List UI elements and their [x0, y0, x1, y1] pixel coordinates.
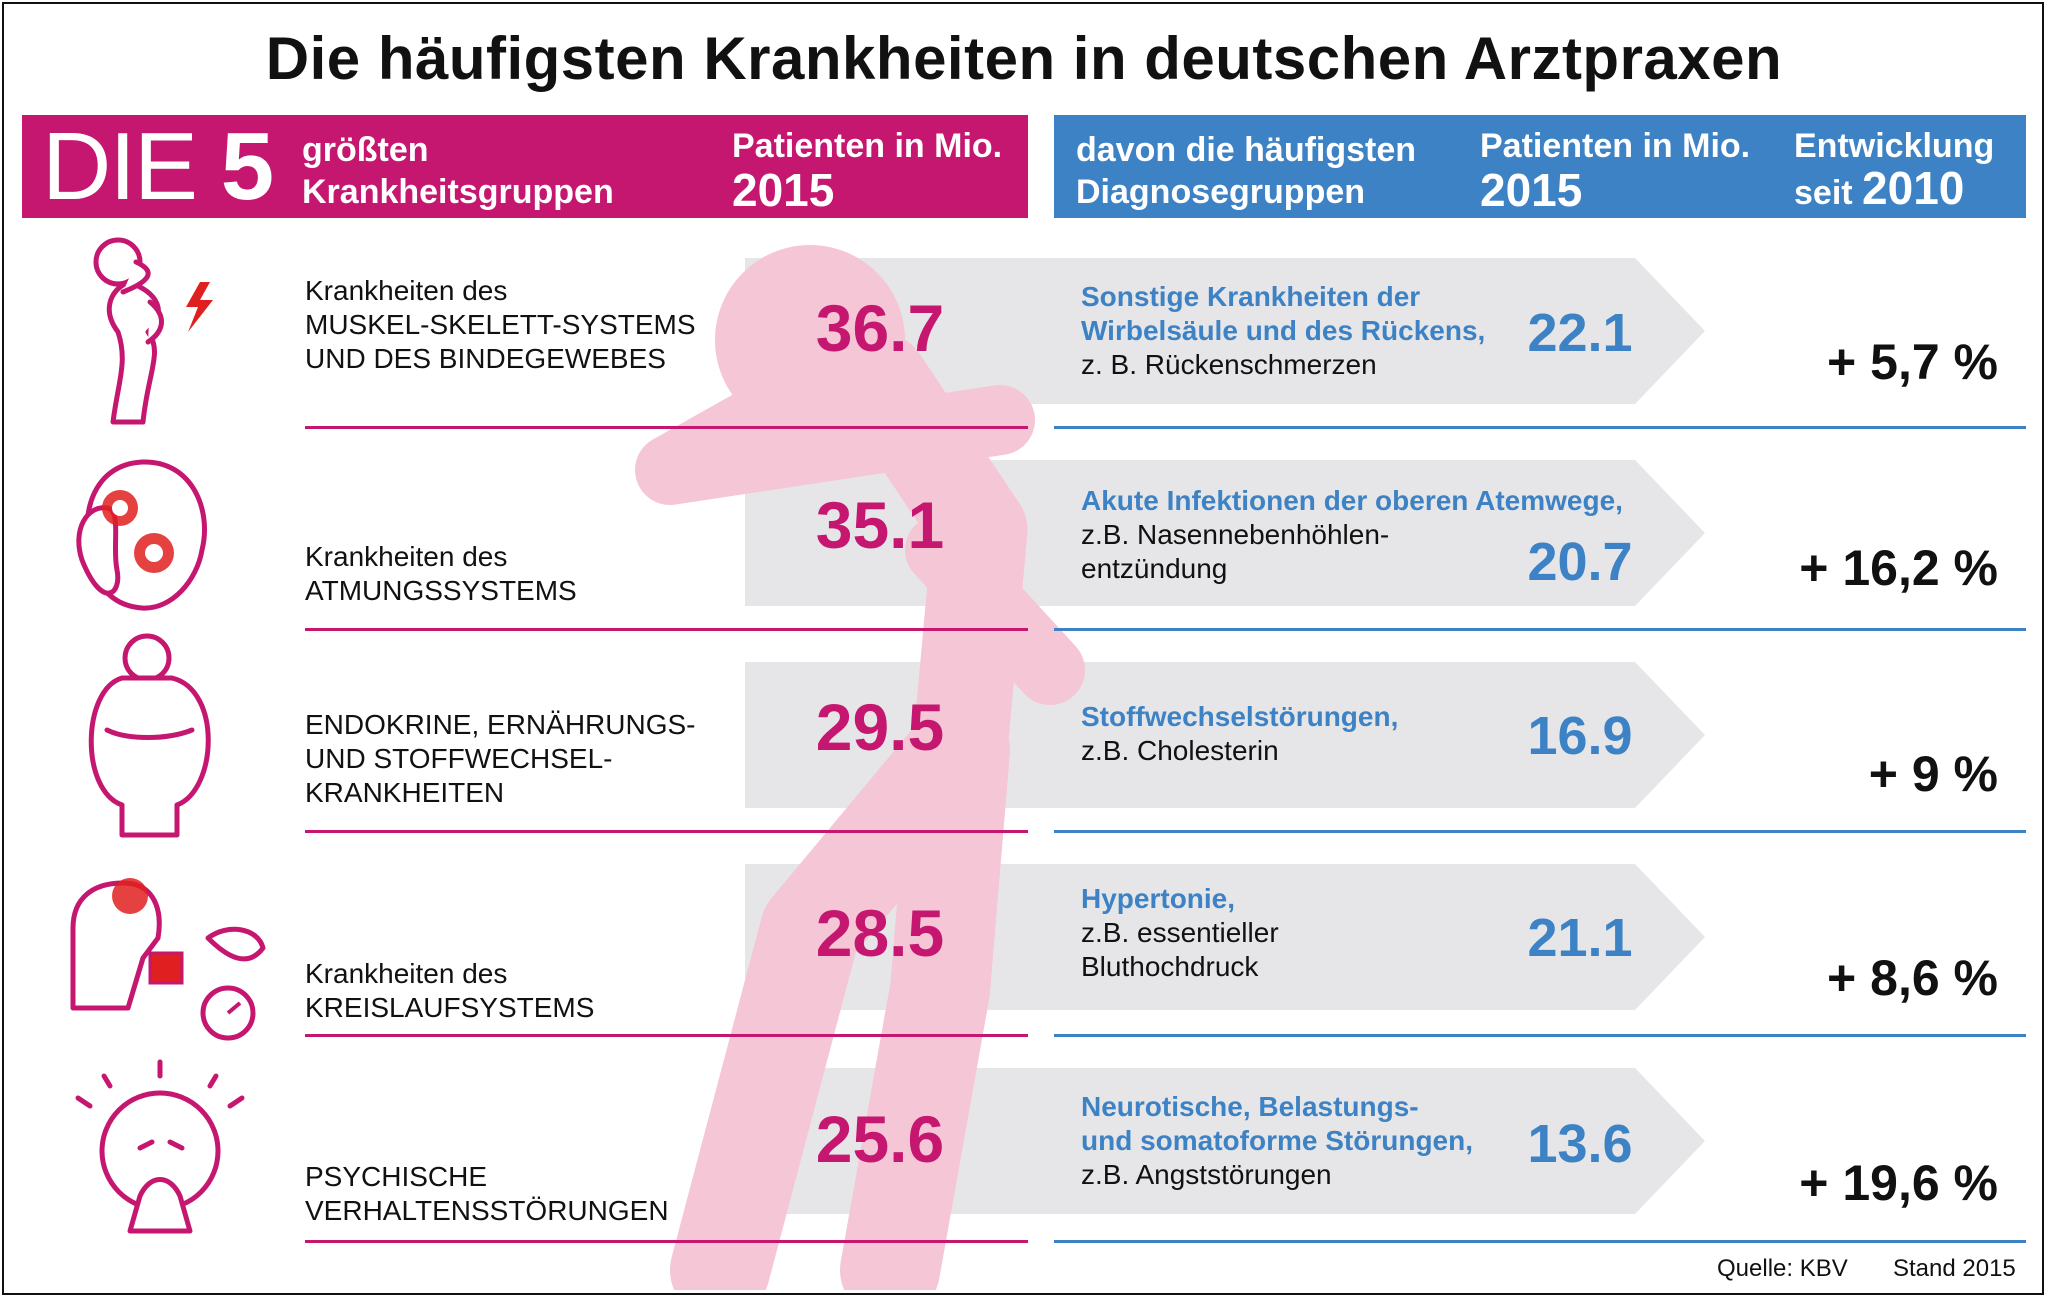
trend-value-4: + 8,6 %: [1827, 950, 1998, 1006]
category-label-4: Krankheiten des KREISLAUFSYSTEMS: [305, 958, 595, 1023]
diag-patients-heading: Patienten in Mio. 2015: [1480, 127, 1751, 216]
patients-heading: Patienten in Mio. 2015: [732, 127, 1003, 216]
row-arrow-5: [745, 1068, 1705, 1214]
sinus-pain-icon: [76, 459, 207, 611]
category-label-3: ENDOKRINE, ERNÄHRUNGS- UND STOFFWECHSEL-…: [305, 709, 696, 808]
trend-value-5: + 19,6 %: [1799, 1155, 1998, 1211]
row-divider-blue-4: [1054, 1034, 2026, 1037]
patients-value-2: 35.1: [815, 488, 945, 562]
patients-value-5: 25.6: [815, 1102, 945, 1176]
page-title: Die häufigsten Krankheiten in deutschen …: [265, 25, 1783, 92]
source-label: Quelle: KBV: [1717, 1255, 1848, 1282]
row-divider-pink-1: [305, 426, 1028, 429]
row-arrow-1: [745, 258, 1705, 404]
category-label-1: Krankheiten des MUSKEL-SKELETT-SYSTEMS U…: [305, 275, 696, 374]
trend-value-2: + 16,2 %: [1799, 540, 1998, 596]
diagnosis-1: Sonstige Krankheiten der Wirbelsäule und…: [1081, 281, 1486, 380]
diag-patients-value-1: 22.1: [1527, 303, 1633, 363]
background-person-figure: [635, 245, 1085, 1290]
diag-patients-value-3: 16.9: [1527, 706, 1633, 766]
diagnosis-2: Akute Infektionen der oberen Atemwege, z.…: [1081, 485, 1623, 584]
diag-patients-value-4: 21.1: [1527, 908, 1633, 968]
stand-label: Stand 2015: [1893, 1255, 2016, 1282]
die-5-label: DIE 5: [42, 113, 274, 220]
patients-value-3: 29.5: [815, 690, 945, 764]
patients-value-4: 28.5: [815, 896, 945, 970]
diagnosis-4: Hypertonie, z.B. essentieller Bluthochdru…: [1081, 883, 1279, 982]
header-right: davon die häufigsten Diagnosegruppen Pat…: [1054, 115, 2026, 218]
overweight-icon: [88, 633, 211, 838]
trend-heading: Entwicklung seit 2010: [1794, 127, 1995, 214]
diag-patients-value-5: 13.6: [1527, 1114, 1633, 1174]
diag-patients-value-2: 20.7: [1527, 532, 1633, 592]
trend-value-1: + 5,7 %: [1827, 334, 1998, 390]
back-pain-icon: [93, 237, 213, 425]
row-divider-blue-5: [1054, 1240, 2026, 1243]
row-divider-pink-3: [305, 830, 1028, 833]
category-label-5: PSYCHISCHE VERHALTENSSTÖRUNGEN: [305, 1161, 669, 1226]
patients-value-1: 36.7: [815, 291, 945, 365]
diagnosis-3: Stoffwechselstörungen, z.B. Cholesterin: [1081, 701, 1399, 766]
row-divider-pink-5: [305, 1240, 1028, 1243]
trend-value-3: + 9 %: [1868, 746, 1998, 802]
groups-heading: größten Krankheitsgruppen: [302, 131, 614, 211]
row-divider-blue-1: [1054, 426, 2026, 429]
row-divider-blue-3: [1054, 830, 2026, 833]
anxiety-icon: [75, 1059, 245, 1234]
row-divider-pink-4: [305, 1034, 1028, 1037]
diagnosis-heading: davon die häufigsten Diagnosegruppen: [1076, 131, 1417, 211]
blood-pressure-icon: [70, 878, 266, 1041]
row-divider-pink-2: [305, 628, 1028, 631]
category-label-2: Krankheiten des ATMUNGSSYSTEMS: [305, 541, 577, 606]
header-left: DIE 5 größten Krankheitsgruppen Patiente…: [22, 115, 1028, 218]
row-divider-blue-2: [1054, 628, 2026, 631]
diagnosis-5: Neurotische, Belastungs- und somatoforme…: [1081, 1091, 1473, 1190]
